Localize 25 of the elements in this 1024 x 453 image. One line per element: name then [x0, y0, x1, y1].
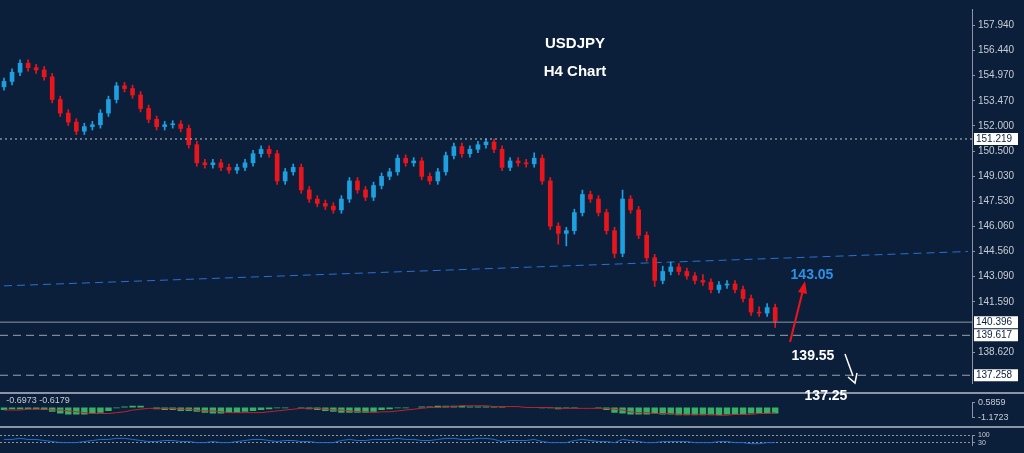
annotation: 139.55 — [790, 347, 836, 363]
annotation: 137.25 — [803, 387, 849, 403]
y-tick-label: 154.970 — [978, 69, 1015, 81]
y-tick-label: 156.440 — [978, 44, 1015, 56]
y-tick-label: 144.560 — [978, 245, 1015, 257]
y-tick-label: 149.030 — [978, 169, 1015, 181]
y-tick-label: 146.060 — [978, 220, 1015, 232]
y-tick-label: 153.470 — [978, 94, 1015, 106]
ref-line-label: 140.396 — [976, 315, 1013, 327]
text: H4 Chart — [542, 62, 608, 79]
ref-line-label: 151.219 — [976, 132, 1013, 144]
y-tick-label: 157.940 — [978, 19, 1015, 30]
y-tick-label: 141.590 — [978, 295, 1015, 307]
y-tick-label: 147.530 — [978, 195, 1015, 207]
ref-line-label: 137.258 — [976, 369, 1013, 380]
annotation: -0.6973 -0.6179 — [5, 395, 71, 405]
y-tick-label: 152.000 — [978, 119, 1015, 131]
y-tick-label: 143.090 — [978, 270, 1015, 282]
ref-line-label: 139.617 — [976, 329, 1013, 341]
text: USDJPY — [544, 34, 606, 51]
y-tick-label: 0.5859 — [978, 396, 1006, 407]
y-tick-label: 138.620 — [978, 345, 1015, 357]
y-tick-label: -1.1723 — [978, 412, 1009, 423]
y-tick-label: 150.500 — [978, 144, 1015, 156]
annotation: 143.05 — [789, 266, 835, 282]
